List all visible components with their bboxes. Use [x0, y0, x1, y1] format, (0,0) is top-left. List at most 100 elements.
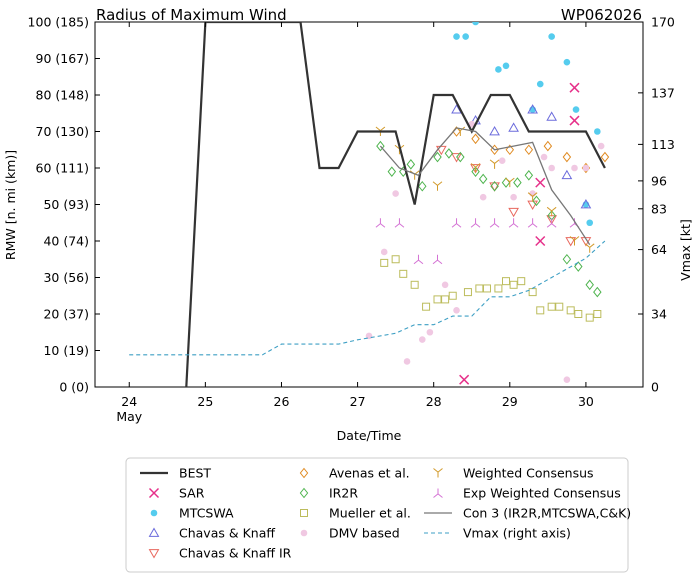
legend-mueller-et-al: Mueller et al. — [300, 506, 411, 521]
series-mueller-et-al-point-16 — [536, 306, 545, 315]
series-ir2r-point-16 — [562, 253, 572, 265]
series-chavas-knaff-point-6-triangle — [561, 169, 573, 180]
series-mtcswa — [453, 22, 601, 227]
series-ir2r-point-1-diamond — [387, 166, 397, 177]
series-mueller-et-al-point-16-square — [536, 306, 545, 315]
series-mtcswa-point-4-dot — [502, 62, 510, 70]
series-ir2r-point-14 — [532, 195, 541, 207]
series-ir2r-point-12-diamond — [513, 177, 522, 188]
series-dmv-based-point-8-dot — [468, 120, 476, 128]
legend: BEST SAR MTCSWA Chavas & Knaff Chavas & Knaf… — [125, 457, 631, 573]
legend-sar-swatch-stroke-b — [148, 487, 160, 499]
series-chavas-knaff-ir-point-3 — [489, 182, 500, 192]
series-ir2r-point-5 — [433, 151, 442, 163]
y-tick-label-50: 50 (93) — [43, 197, 89, 212]
series-ir2r-point-18 — [585, 279, 594, 291]
series-mueller-et-al-point-14 — [517, 277, 526, 286]
series-mueller-et-al-point-8 — [463, 288, 472, 297]
series-ir2r-point-5-diamond — [433, 151, 442, 163]
legend-dmv-based-label: DMV based — [329, 526, 400, 541]
series-weighted-consensus-point-9-glyph — [546, 206, 557, 217]
series-ir2r-point-6 — [444, 148, 454, 159]
series-chavas-knaff-ir-point-1 — [451, 153, 462, 163]
series-chavas-knaff-point-4 — [527, 104, 539, 114]
y-tick-label-30: 30 (56) — [43, 270, 89, 285]
series-mtcswa-point-0-dot — [453, 33, 460, 40]
series-mueller-et-al-point-4-square — [422, 302, 431, 311]
series-dmv-based-point-10 — [498, 157, 506, 164]
legend-chavas-knaff-ir-swatch-triangle — [148, 549, 160, 559]
series-mueller-et-al-point-10-square — [482, 284, 491, 293]
series-mueller-et-al-point-2 — [399, 269, 408, 278]
series-mueller-et-al-point-1 — [391, 255, 400, 264]
legend-vmax-right-axis-label: Vmax (right axis) — [463, 526, 571, 541]
series-dmv-based-point-14-dot — [548, 164, 555, 172]
series-chavas-knaff-point-4-triangle — [527, 104, 539, 114]
series-chavas-knaff-ir-point-4-triangle — [508, 207, 519, 218]
series-ir2r-point-13-diamond — [524, 169, 534, 181]
legend-weighted-consensus-swatch — [433, 468, 443, 478]
series-dmv-based-point-8 — [468, 120, 476, 128]
series-mtcswa-point-1-dot — [462, 33, 469, 40]
series-mtcswa-point-3-dot — [495, 66, 502, 73]
series-exp-weighted-consensus-point-8 — [527, 218, 538, 228]
series-exp-weighted-consensus-point-6 — [489, 218, 500, 228]
series-avenas-et-al-point-6-diamond — [562, 151, 572, 163]
legend-chavas-knaff-label: Chavas & Knaff — [179, 526, 275, 541]
y-tick-label-40: 40 (74) — [43, 234, 89, 249]
series-weighted-consensus-point-5 — [470, 163, 481, 173]
series-dmv-based-point-9 — [479, 193, 487, 201]
series-exp-weighted-consensus-point-6-glyph — [489, 218, 500, 228]
series-dmv-based-point-0 — [365, 332, 373, 340]
legend-mueller-et-al-swatch — [300, 509, 308, 517]
series-ir2r-point-17-diamond — [574, 261, 583, 272]
series-mueller-et-al-point-7-square — [448, 291, 457, 300]
series-dmv-based-point-2 — [392, 190, 399, 197]
series-sar-point-3-stroke-b — [569, 115, 580, 126]
series-mueller-et-al-point-18 — [555, 302, 564, 311]
series-dmv-based-point-3-dot — [403, 358, 411, 365]
series-exp-weighted-consensus-point-3-glyph — [432, 254, 443, 265]
series-exp-weighted-consensus-point-0-glyph — [375, 218, 386, 228]
plot-frame — [94, 21, 644, 388]
series-mueller-et-al-point-11-square — [494, 284, 503, 293]
series-mueller-et-al — [380, 255, 602, 322]
series-exp-weighted-consensus — [375, 218, 580, 265]
series-mtcswa-point-6 — [536, 80, 544, 88]
series-mueller-et-al-point-17-square — [547, 302, 556, 311]
series-chavas-knaff-ir-point-7 — [565, 237, 577, 247]
series-chavas-knaff-point-7 — [580, 198, 592, 209]
series-dmv-based-point-7 — [453, 307, 460, 314]
legend-ir2r-swatch — [299, 487, 309, 499]
legend-exp-weighted-consensus-label: Exp Weighted Consensus — [463, 486, 621, 501]
series-ir2r-point-1 — [387, 166, 397, 177]
storm-id: WP062026 — [561, 6, 642, 24]
series-con-3-ir2r-mtcswa-c-k-line — [379, 127, 591, 246]
series-chavas-knaff-ir-point-1-triangle — [451, 153, 462, 163]
series-mueller-et-al-point-12-square — [502, 277, 510, 286]
series-mueller-et-al-point-12 — [502, 277, 510, 286]
series-sar-point-4-stroke-b — [569, 82, 580, 93]
series-sar-point-1 — [535, 177, 546, 188]
series-dmv-based-point-11 — [510, 193, 517, 201]
series-ir2r-point-8 — [471, 166, 480, 177]
series-dmv-based-point-16 — [571, 164, 578, 172]
series-mueller-et-al-point-13 — [509, 280, 518, 289]
legend-sar-swatch — [148, 487, 160, 499]
series-mueller-et-al-point-22 — [593, 310, 602, 318]
series-ir2r-point-19 — [593, 286, 602, 298]
series-dmv-based-point-14 — [548, 164, 555, 172]
legend-weighted-consensus: Weighted Consensus — [433, 466, 594, 481]
series-mueller-et-al-point-22-square — [593, 310, 602, 318]
legend-exp-weighted-consensus-swatch — [433, 488, 443, 498]
series-ir2r-point-7-diamond — [456, 151, 465, 163]
series-mueller-et-al-point-18-square — [555, 302, 564, 311]
series-chavas-knaff-point-0 — [451, 104, 462, 114]
series-weighted-consensus-point-10-glyph — [569, 236, 580, 246]
series-mueller-et-al-point-6-square — [441, 295, 450, 304]
series-mueller-et-al-point-20-square — [574, 310, 583, 318]
series-mueller-et-al-point-10 — [482, 284, 491, 293]
series-chavas-knaff-point-3 — [508, 122, 519, 132]
series-avenas-et-al-point-1-diamond — [471, 133, 480, 145]
